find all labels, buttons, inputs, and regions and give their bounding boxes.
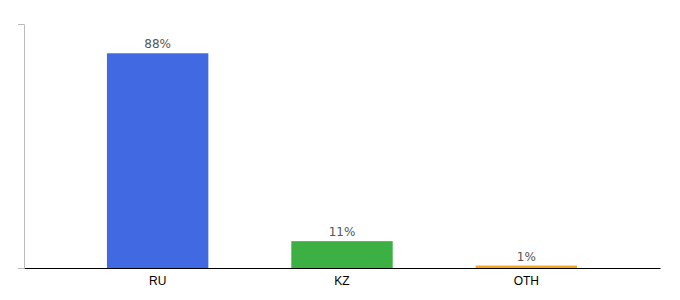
bars xyxy=(107,53,577,268)
chart-svg: RU KZ OTH 88% 11% 1% xyxy=(0,0,680,300)
x-axis: RU KZ OTH xyxy=(25,268,661,288)
plot-area: RU KZ OTH 88% 11% 1% xyxy=(18,25,661,288)
bar xyxy=(476,266,577,268)
x-tick: OTH xyxy=(514,268,539,288)
x-axis-line xyxy=(25,268,661,269)
x-tick: RU xyxy=(149,268,166,288)
data-label: 88% xyxy=(144,37,171,51)
x-tick-label: KZ xyxy=(334,274,349,288)
y-axis xyxy=(18,25,25,269)
x-tick-label: OTH xyxy=(514,274,539,288)
data-label: 11% xyxy=(329,225,356,239)
x-tick-label: RU xyxy=(149,274,166,288)
x-tick: KZ xyxy=(334,268,349,288)
data-labels: 88% 11% 1% xyxy=(144,37,536,263)
chart-container: RU KZ OTH 88% 11% 1% xyxy=(0,0,680,300)
y-axis-line xyxy=(18,25,25,269)
bar xyxy=(291,241,392,268)
bar xyxy=(107,53,208,268)
data-label: 1% xyxy=(517,250,536,264)
